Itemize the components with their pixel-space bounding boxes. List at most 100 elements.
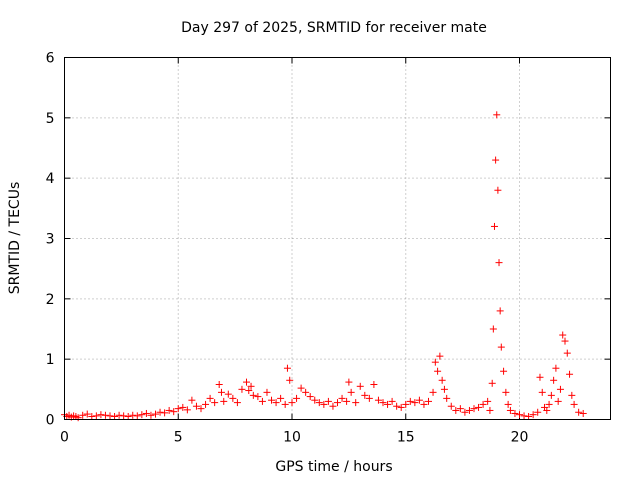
data-point [293, 394, 301, 402]
data-point [192, 402, 200, 410]
data-point [268, 396, 276, 404]
data-point [563, 349, 571, 357]
data-point [263, 388, 271, 396]
data-point [461, 408, 469, 416]
data-point [142, 409, 150, 417]
data-point [120, 412, 128, 420]
data-point [495, 259, 503, 267]
data-point [347, 388, 355, 396]
data-point [570, 400, 578, 408]
data-point [545, 400, 553, 408]
data-point [147, 411, 155, 419]
data-point [420, 400, 428, 408]
data-point [311, 396, 319, 404]
data-point [297, 384, 305, 392]
data-point [215, 381, 223, 389]
data-point [465, 406, 473, 414]
y-tick-label: 1 [46, 352, 55, 368]
data-point [338, 394, 346, 402]
data-point [434, 367, 442, 375]
data-point [92, 412, 100, 420]
data-point [559, 331, 567, 339]
data-point [490, 222, 498, 230]
data-point [245, 387, 253, 395]
data-point [374, 396, 382, 404]
y-tick-label: 4 [46, 171, 55, 187]
tick-labels: 0 5 10 15 20 0 1 2 3 4 5 6 [46, 51, 529, 446]
x-tick-label: 0 [60, 430, 69, 446]
data-point [406, 397, 414, 405]
data-point [334, 399, 341, 407]
data-point [397, 403, 405, 411]
data-point [283, 364, 291, 372]
data-point [179, 403, 187, 411]
data-point [233, 399, 241, 407]
data-point [440, 385, 448, 393]
data-point [556, 385, 564, 393]
data-point [365, 394, 373, 402]
y-tick-label: 2 [46, 292, 55, 308]
data-point [506, 406, 514, 414]
data-point [152, 410, 159, 418]
data-point [361, 391, 369, 399]
data-point [79, 411, 87, 419]
data-point [402, 400, 410, 408]
data-point [170, 408, 178, 416]
data-point [247, 382, 255, 390]
data-point [493, 111, 501, 119]
data-point [352, 399, 360, 407]
data-point [543, 406, 551, 414]
grid-lines [64, 57, 611, 420]
data-point [484, 397, 492, 405]
x-tick-label: 20 [511, 430, 529, 446]
x-axis-label: GPS time / hours [275, 459, 392, 475]
data-point [379, 399, 387, 407]
y-tick-label: 3 [46, 232, 55, 248]
data-point [452, 406, 460, 414]
data-point [436, 352, 444, 360]
x-tick-label: 5 [174, 430, 183, 446]
data-point [211, 399, 219, 407]
data-point [388, 397, 396, 405]
data-point [329, 402, 337, 410]
data-point [229, 394, 237, 402]
data-point [497, 343, 505, 351]
data-point [534, 408, 542, 416]
data-point [438, 376, 446, 384]
data-point [538, 388, 546, 396]
data-point [568, 391, 576, 399]
data-point [88, 412, 96, 420]
data-point [492, 156, 500, 164]
data-point [324, 397, 332, 405]
data-point [183, 406, 191, 414]
data-point [552, 364, 560, 372]
data-point [188, 396, 196, 404]
data-point [165, 406, 173, 414]
data-point [202, 400, 210, 408]
data-point [272, 399, 280, 407]
data-point [554, 397, 562, 405]
data-point [370, 381, 378, 389]
data-point [224, 390, 232, 398]
data-point [502, 388, 510, 396]
data-point [489, 325, 497, 333]
data-point [579, 409, 587, 417]
y-tick-label: 5 [46, 111, 55, 127]
data-point [356, 382, 364, 390]
data-point [197, 405, 205, 413]
data-point [500, 367, 508, 375]
data-point [425, 397, 432, 405]
data-point [479, 400, 487, 408]
data-point [475, 403, 483, 411]
data-point [393, 402, 401, 410]
data-point [243, 378, 250, 386]
data-point [520, 412, 528, 420]
data-point [415, 396, 423, 404]
data-point [486, 406, 494, 414]
x-tick-label: 10 [283, 430, 301, 446]
data-point [138, 411, 146, 419]
data-point [133, 412, 141, 420]
data-point [494, 186, 502, 194]
data-point [447, 402, 455, 410]
